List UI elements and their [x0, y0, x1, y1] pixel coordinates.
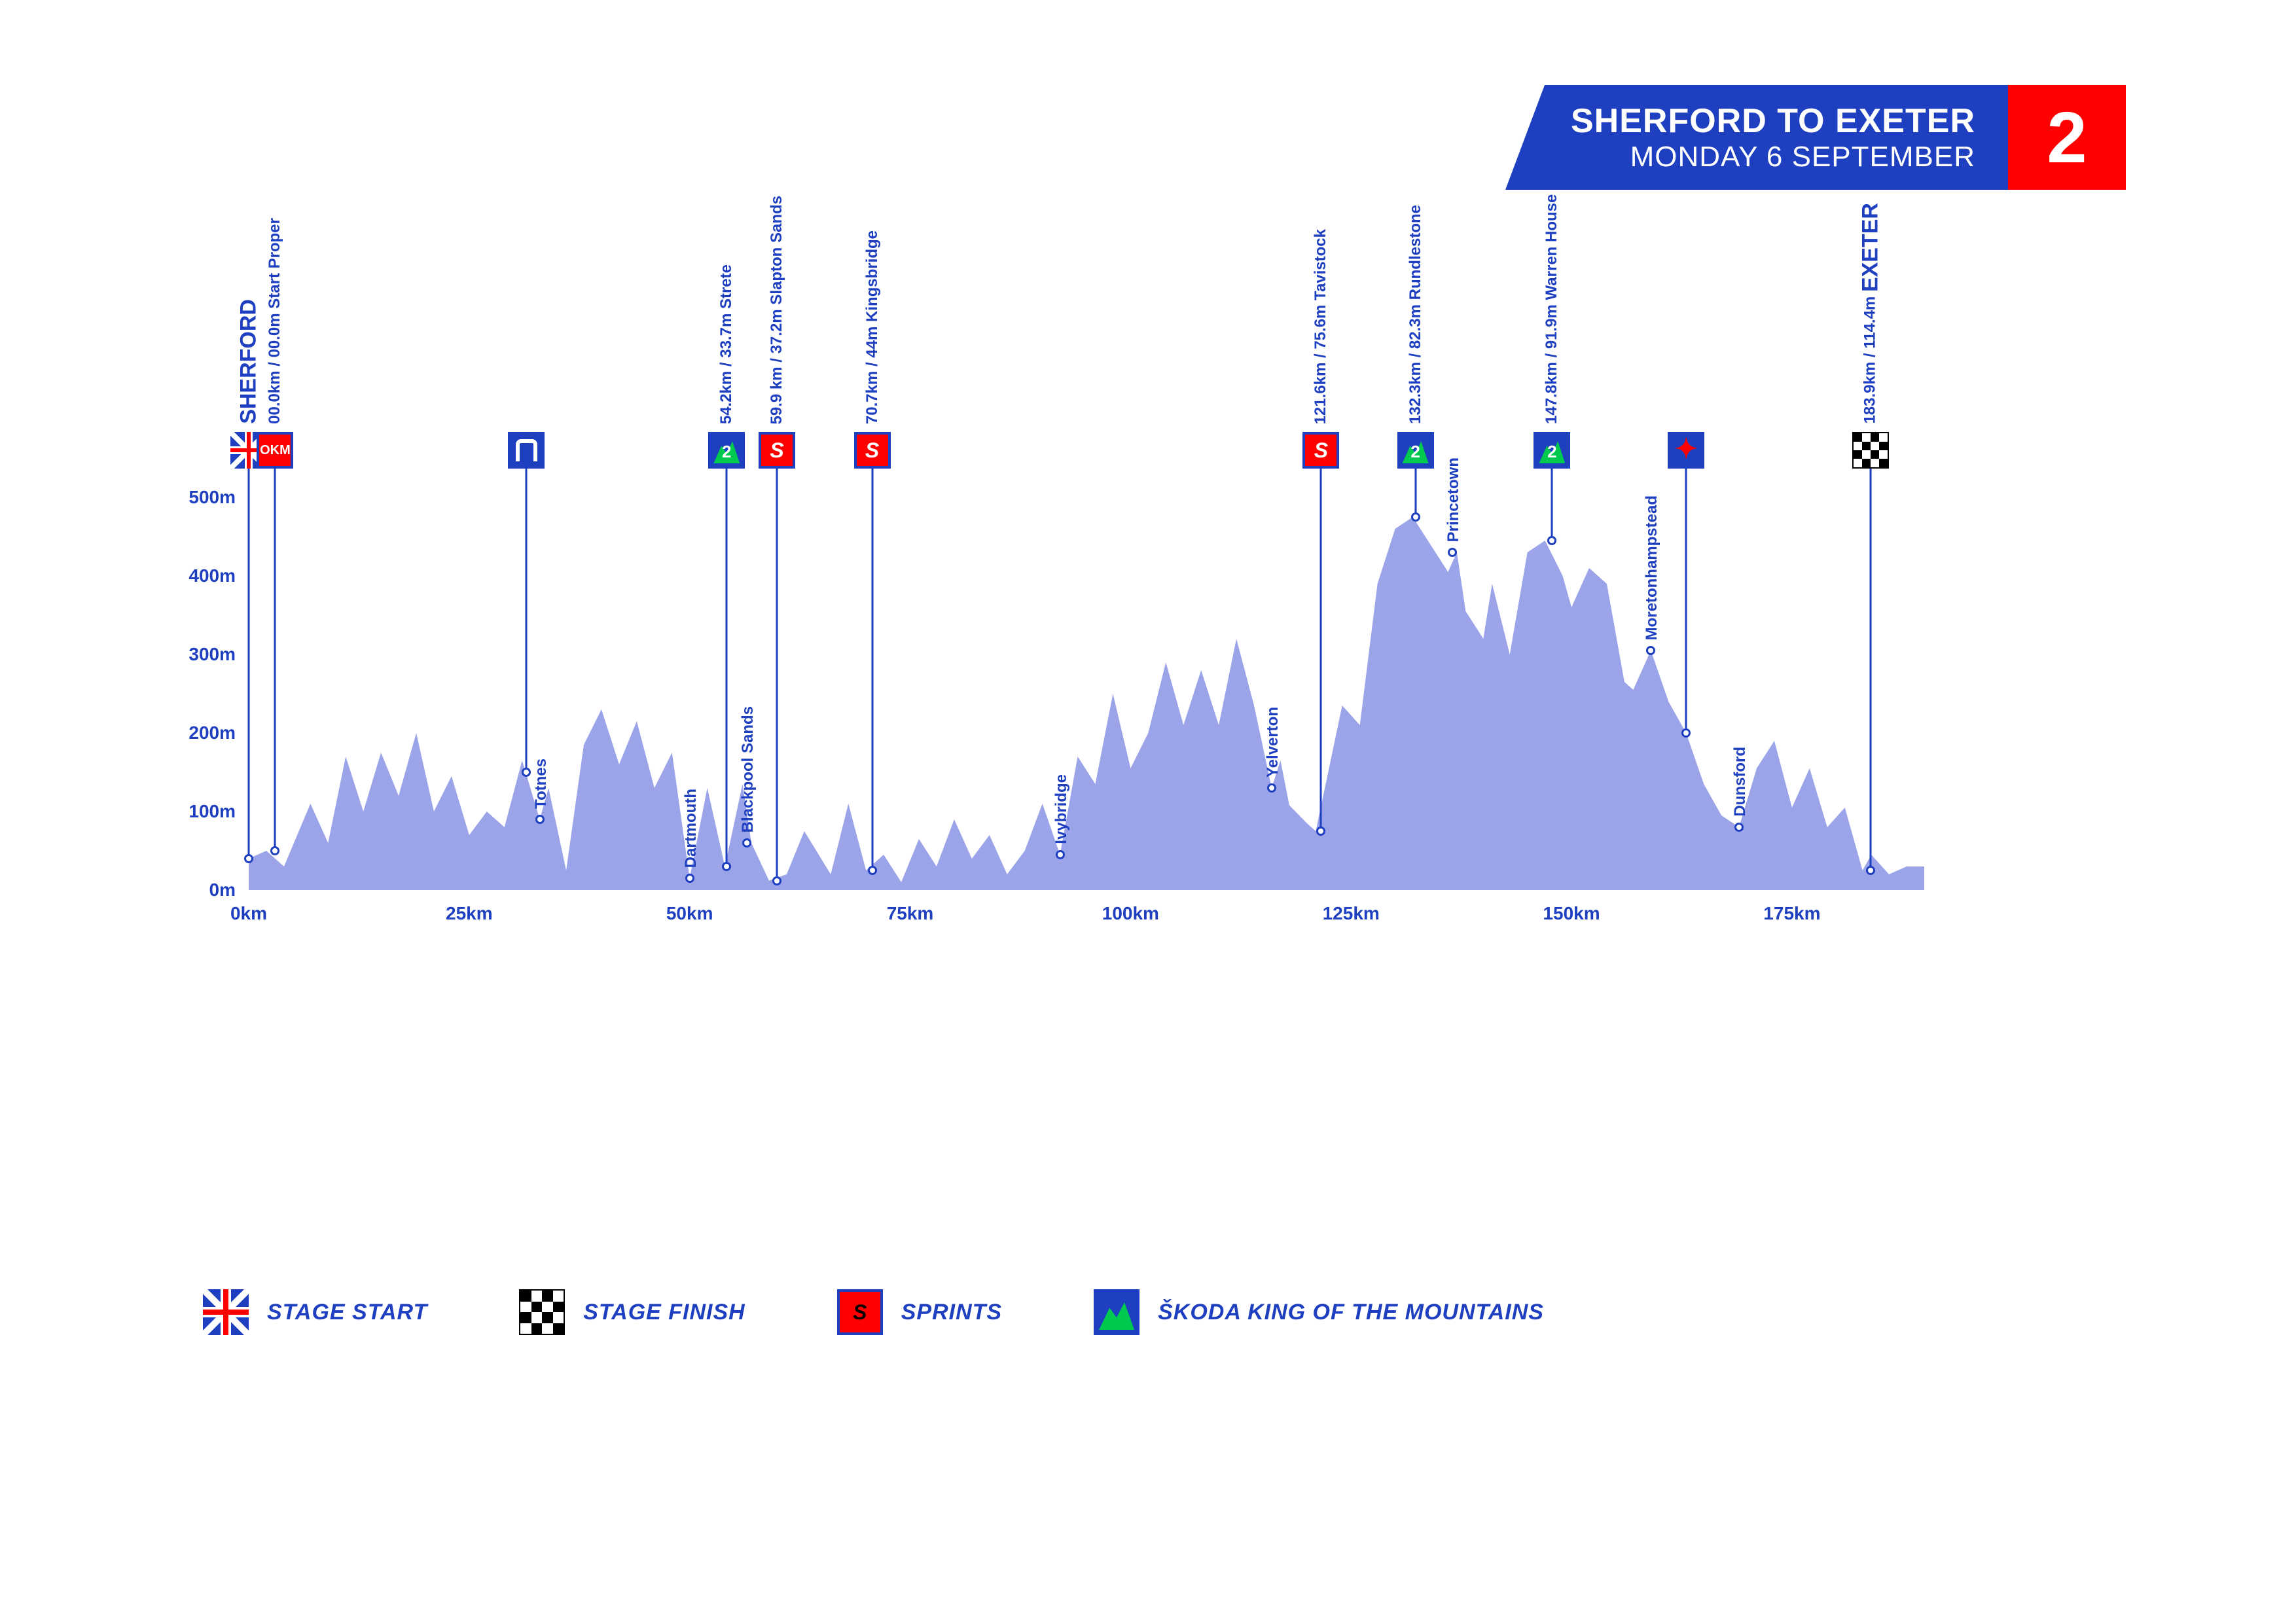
town-dot: [1267, 783, 1276, 793]
legend-icon-wrap: [203, 1289, 249, 1335]
town-dot: [742, 838, 751, 847]
town-label: Yelverton: [1264, 707, 1282, 777]
town-label: Dartmouth: [682, 789, 700, 868]
x-tick-label: 0km: [230, 903, 267, 924]
town-dot: [1646, 646, 1655, 655]
marker-label: 59.9 km / 37.2m Slapton Sands: [768, 196, 786, 424]
marker-label: SHERFORD: [236, 299, 262, 424]
x-tick-label: 150km: [1543, 903, 1600, 924]
y-tick-label: 100m: [188, 801, 236, 822]
legend-text: STAGE FINISH: [583, 1300, 745, 1325]
x-axis: 0km25km50km75km100km125km150km175km: [249, 897, 1924, 916]
marker-label: 00.0km / 00.0m Start Proper: [266, 218, 284, 424]
town-label: Moretonhampstead: [1643, 495, 1661, 640]
legend-item: STAGE START: [203, 1289, 427, 1335]
y-tick-label: 400m: [188, 565, 236, 586]
town-dot: [1056, 850, 1065, 859]
kom-icon: [1094, 1289, 1139, 1335]
town-label: Dunsford: [1731, 747, 1749, 817]
legend-text: SPRINTS: [901, 1300, 1002, 1325]
legend: STAGE START STAGE FINISH S SPRINTS ŠKODA KIN…: [203, 1289, 1544, 1335]
legend-item: S SPRINTS: [837, 1289, 1002, 1335]
marker-label: 121.6km / 75.6m Tavistock: [1312, 229, 1330, 424]
y-tick-label: 200m: [188, 722, 236, 743]
x-tick-label: 75km: [887, 903, 934, 924]
legend-text: ŠKODA KING OF THE MOUNTAINS: [1158, 1300, 1544, 1325]
legend-item: ŠKODA KING OF THE MOUNTAINS: [1094, 1289, 1544, 1335]
marker-label: 54.2km / 33.7m Strete: [717, 264, 736, 424]
marker-label: 70.7km / 44m Kingsbridge: [863, 230, 882, 424]
legend-icon-wrap: [1094, 1289, 1139, 1335]
marker-label: 147.8km / 91.9m Warren House Inn: [1543, 166, 1561, 424]
stage-date: MONDAY 6 SEPTEMBER: [1630, 141, 1975, 173]
stage-header-text: SHERFORD TO EXETER MONDAY 6 SEPTEMBER: [1505, 85, 2008, 190]
x-tick-label: 100km: [1102, 903, 1159, 924]
uk-flag-icon: [203, 1289, 249, 1335]
y-tick-label: 300m: [188, 644, 236, 665]
y-tick-label: 500m: [188, 487, 236, 508]
x-tick-label: 125km: [1323, 903, 1380, 924]
marker-label: 183.9km / 114.4m EXETER: [1857, 203, 1883, 424]
x-tick-label: 50km: [666, 903, 713, 924]
town-label: Ivybridge: [1052, 774, 1071, 844]
town-dot: [535, 815, 545, 824]
legend-text: STAGE START: [267, 1300, 427, 1325]
legend-item: STAGE FINISH: [519, 1289, 745, 1335]
legend-icon-wrap: [519, 1289, 565, 1335]
x-tick-label: 175km: [1763, 903, 1820, 924]
stage-number: 2: [2008, 85, 2126, 190]
x-tick-label: 25km: [446, 903, 493, 924]
town-label: Princetown: [1444, 457, 1463, 542]
elevation-chart: 0m100m200m300m400m500m SHERFORDOKM00.0km…: [183, 458, 1950, 1047]
town-dot: [685, 874, 694, 883]
y-tick-label: 0m: [209, 880, 236, 901]
town-label: Blackpool Sands: [739, 706, 757, 832]
stage-header: SHERFORD TO EXETER MONDAY 6 SEPTEMBER 2: [1505, 85, 2126, 190]
sprint-icon: S: [837, 1289, 883, 1335]
finish-flag-icon: [519, 1289, 565, 1335]
marker-label: 132.3km / 82.3m Rundlestone: [1407, 205, 1425, 424]
stage-title: SHERFORD TO EXETER: [1571, 101, 1975, 141]
legend-icon-wrap: S: [837, 1289, 883, 1335]
y-axis: 0m100m200m300m400m500m: [164, 458, 242, 890]
towns-layer: Totnes Dartmouth Blackpool Sands Ivybridge Y…: [249, 458, 1924, 890]
town-dot: [1734, 823, 1744, 832]
town-label: Totnes: [532, 758, 550, 809]
town-dot: [1448, 548, 1457, 557]
